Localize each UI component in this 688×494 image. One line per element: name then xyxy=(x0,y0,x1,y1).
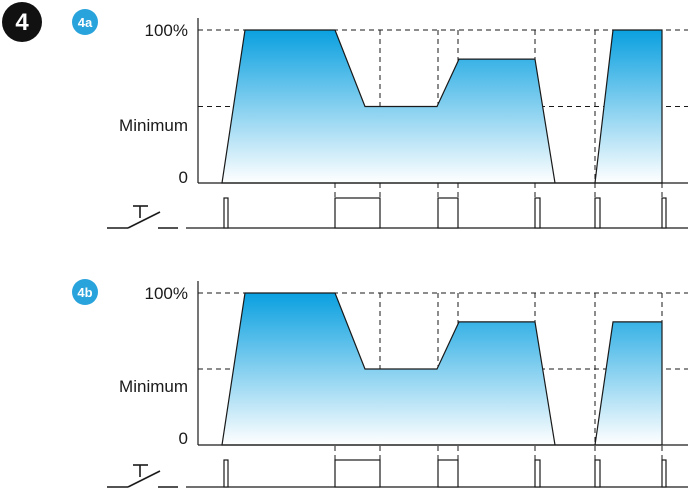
panel-badge-4a: 4a xyxy=(72,9,98,35)
panel-4a: 4a 100% Minimum 0 xyxy=(72,9,688,229)
label-100-percent: 100% xyxy=(145,21,188,40)
switch-pulse xyxy=(334,197,381,229)
step-badge: 4 xyxy=(2,2,42,42)
brightness-profile-area xyxy=(221,29,663,184)
svg-text:4a: 4a xyxy=(78,15,93,30)
svg-text:4: 4 xyxy=(15,9,29,36)
switch-pulse xyxy=(437,459,459,488)
label-zero: 0 xyxy=(179,168,188,187)
label-zero: 0 xyxy=(179,429,188,448)
brightness-profile-area xyxy=(221,292,663,446)
label-minimum: Minimum xyxy=(119,116,188,135)
panel-4b: 4b 100% Minimum 0 xyxy=(72,279,688,488)
switch-pulse xyxy=(661,197,667,229)
label-minimum: Minimum xyxy=(119,377,188,396)
switch-pulse xyxy=(437,197,459,229)
switch-pulses xyxy=(223,459,667,488)
label-100-percent: 100% xyxy=(145,284,188,303)
switch-icon xyxy=(107,464,178,488)
panel-badge-4b: 4b xyxy=(72,279,98,305)
switch-pulses xyxy=(223,197,667,229)
switch-pulse xyxy=(661,459,667,488)
switch-pulse xyxy=(334,459,381,488)
switch-pulse xyxy=(223,197,229,229)
switch-pulse xyxy=(534,459,541,488)
switch-pulse xyxy=(223,459,229,488)
svg-text:4b: 4b xyxy=(77,285,92,300)
switch-icon xyxy=(107,205,178,229)
switch-pulse xyxy=(534,197,541,229)
switch-pulse xyxy=(594,197,601,229)
switch-pulse xyxy=(594,459,601,488)
